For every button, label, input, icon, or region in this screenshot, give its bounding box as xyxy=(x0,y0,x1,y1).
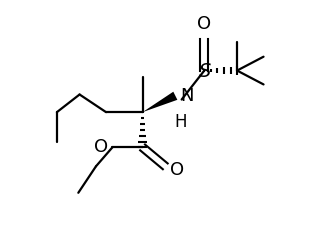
Text: O: O xyxy=(94,138,108,156)
Text: H: H xyxy=(174,113,187,131)
Polygon shape xyxy=(143,92,177,112)
Text: S: S xyxy=(199,62,211,81)
Text: O: O xyxy=(170,161,184,179)
Text: O: O xyxy=(197,15,211,33)
Text: N: N xyxy=(180,87,194,105)
